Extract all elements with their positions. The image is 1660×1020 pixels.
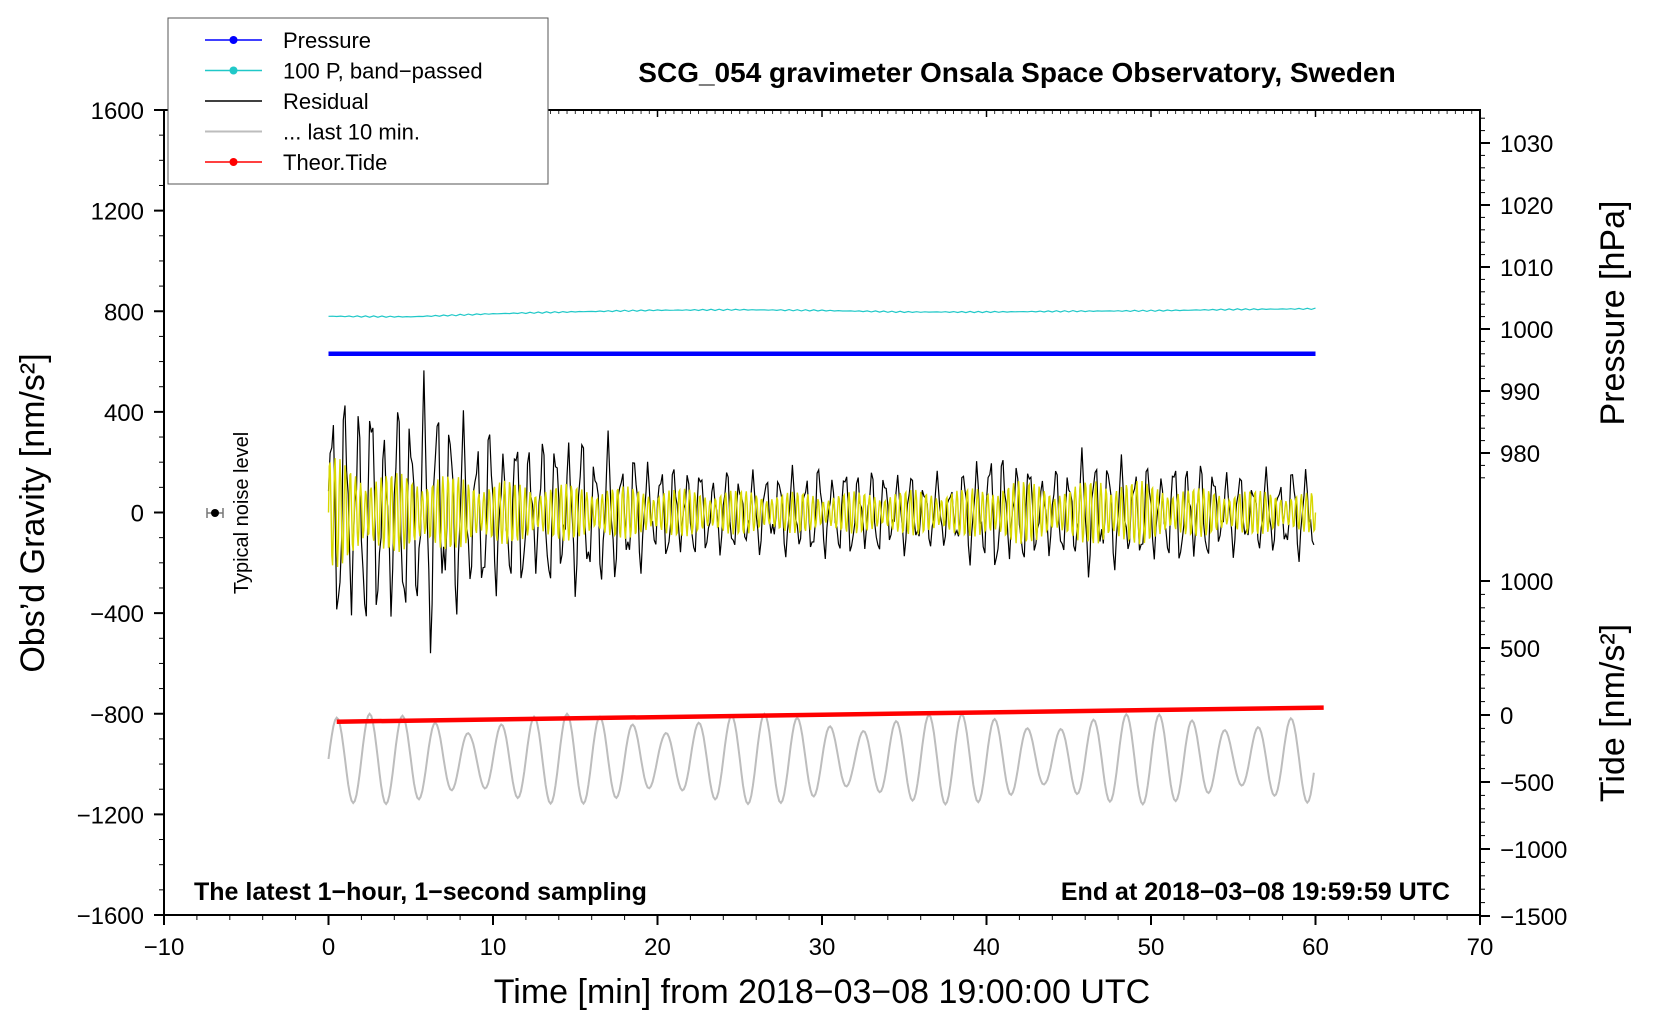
x-tick-label: 0: [322, 934, 335, 961]
tide-tick-label: −1500: [1500, 904, 1567, 931]
legend-label: 100 P, band−passed: [283, 59, 483, 84]
y-axis-pressure: 980 990 1000 1010 1020 1030: [1480, 117, 1553, 479]
legend: Pressure 100 P, band−passed Residual ... la…: [167, 17, 549, 185]
series-pressure-bandpassed: [328, 307, 1316, 318]
legend-label: Theor.Tide: [283, 150, 387, 175]
x-tick-label: 20: [644, 934, 671, 961]
pressure-tick-label: 1000: [1500, 317, 1553, 344]
pressure-tick-label: 1020: [1500, 193, 1553, 220]
tide-tick-label: −500: [1500, 770, 1554, 797]
x-tick-label: 40: [973, 934, 1000, 961]
tide-tick-label: −1000: [1500, 837, 1567, 864]
y-tick-label: 400: [104, 400, 144, 427]
x-tick-label: −10: [144, 934, 185, 961]
x-tick-label: 10: [480, 934, 507, 961]
y-axis-title-pressure: Pressure [hPa]: [1594, 201, 1632, 426]
tide-tick-label: 0: [1500, 703, 1513, 730]
y-tick-label: −1600: [77, 903, 144, 930]
y-tick-label: 0: [131, 501, 144, 528]
annotation-sampling: The latest 1−hour, 1−second sampling: [194, 878, 647, 906]
y-tick-label: −1200: [77, 802, 144, 829]
x-axis: −10 0 10 20 30 40 50 60 70: [144, 110, 1494, 961]
legend-label: Pressure: [283, 28, 371, 53]
series-theoretical-tide: [336, 705, 1324, 724]
y-tick-label: 1600: [91, 98, 144, 125]
series-last-10-min: [327, 712, 1315, 806]
noise-level-label: Typical noise level: [231, 432, 253, 594]
x-axis-title: Time [min] from 2018−03−08 19:00:00 UTC: [494, 973, 1150, 1011]
legend-marker: [229, 158, 238, 166]
y-axis-tide: 1000 500 0 −500 −1000 −1500: [1480, 569, 1567, 931]
x-tick-label: 60: [1302, 934, 1329, 961]
y-tick-label: 800: [104, 299, 144, 326]
y-axis-title-tide: Tide [nm/s²]: [1594, 624, 1632, 802]
y-tick-label: −800: [90, 702, 144, 729]
data-layer: [327, 307, 1324, 806]
pressure-tick-label: 990: [1500, 379, 1540, 406]
legend-marker: [229, 66, 238, 75]
y-tick-label: −400: [90, 601, 144, 628]
y-axis-gravity: −1600 −1200 −800 −400 0 400 800 1200 1600: [77, 98, 164, 930]
pressure-tick-label: 1010: [1500, 255, 1553, 282]
noise-level-marker: [206, 508, 224, 518]
series-bandpassed-residual: [327, 458, 1317, 568]
tide-tick-label: 1000: [1500, 569, 1553, 596]
pressure-tick-label: 1030: [1500, 131, 1553, 158]
legend-marker: [229, 36, 238, 44]
tide-tick-label: 500: [1500, 636, 1540, 663]
pressure-tick-label: 980: [1500, 441, 1540, 468]
series-residual: [327, 370, 1315, 654]
y-tick-label: 1200: [91, 199, 144, 226]
chart-title: SCG_054 gravimeter Onsala Space Observat…: [638, 57, 1395, 88]
y-axis-title-gravity: Obs’d Gravity [nm/s²]: [14, 353, 52, 672]
legend-label: ... last 10 min.: [283, 120, 420, 145]
legend-label: Residual: [283, 89, 369, 114]
annotation-end-time: End at 2018−03−08 19:59:59 UTC: [1061, 878, 1450, 906]
x-tick-label: 50: [1138, 934, 1165, 961]
x-tick-label: 30: [809, 934, 836, 961]
x-tick-label: 70: [1467, 934, 1494, 961]
